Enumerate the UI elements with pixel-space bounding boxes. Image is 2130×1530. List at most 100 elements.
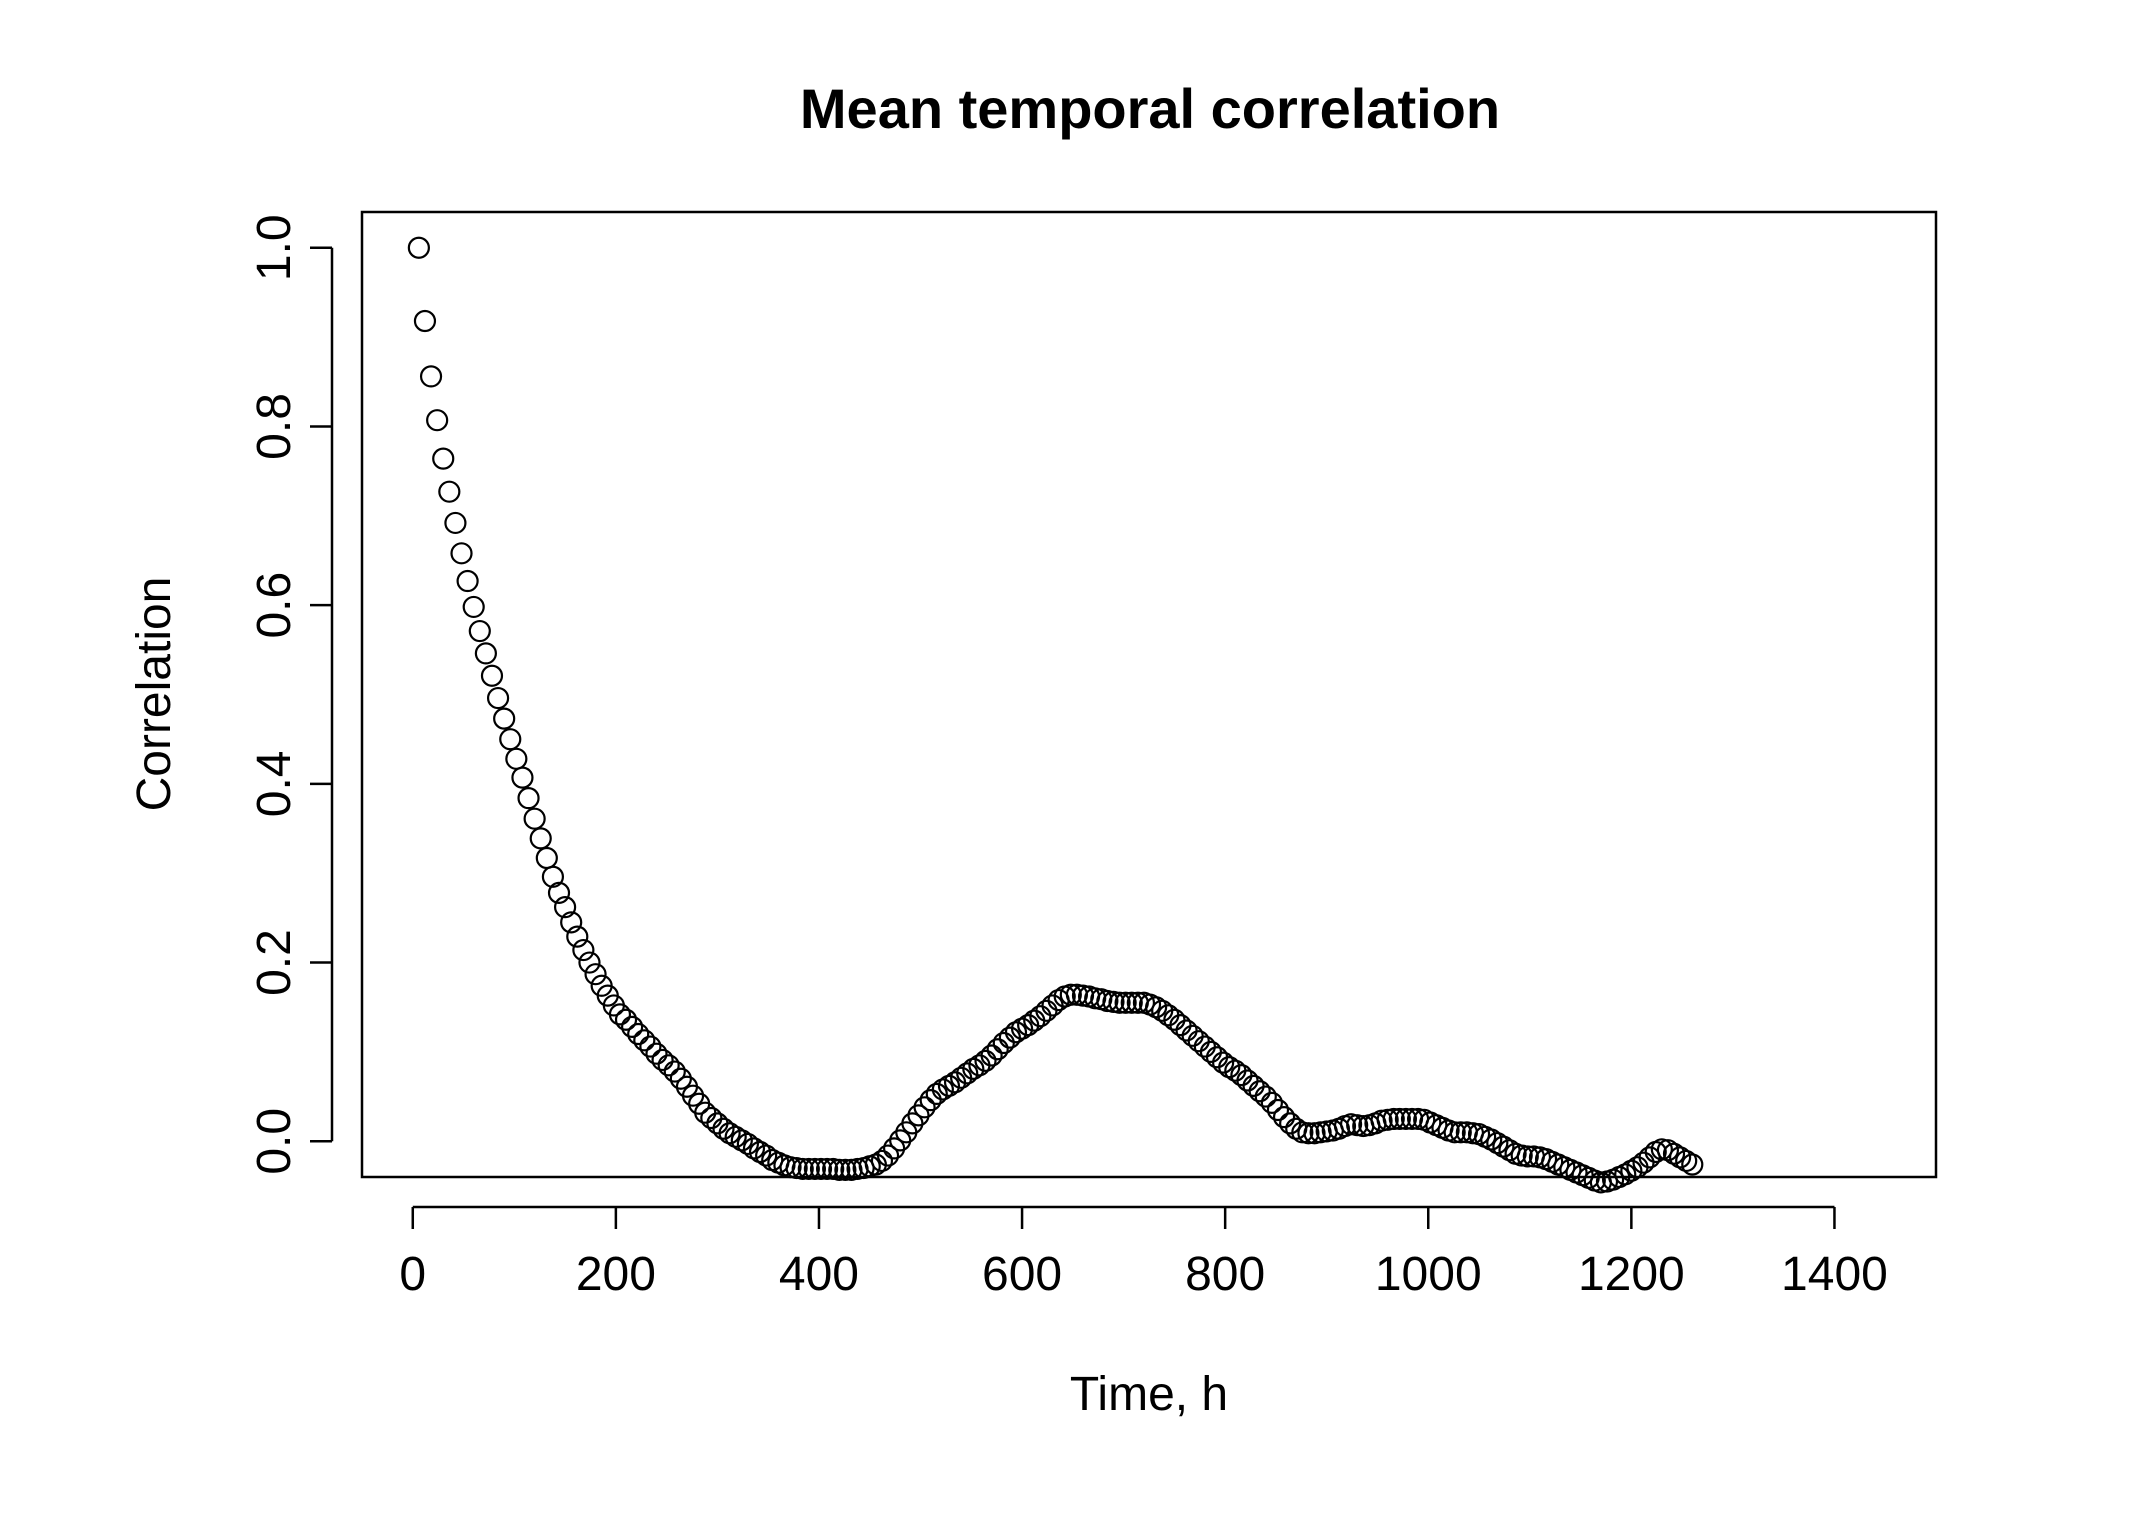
- data-point: [828, 1158, 851, 1181]
- x-tick-label: 1000: [1375, 1248, 1482, 1301]
- data-point: [1614, 1163, 1637, 1186]
- data-point: [1248, 1080, 1271, 1103]
- data-point: [566, 925, 589, 948]
- data-point: [870, 1149, 894, 1173]
- y-tick-label: 1.0: [248, 214, 301, 281]
- data-point: [621, 1015, 644, 1038]
- data-point: [419, 365, 443, 388]
- data-point: [407, 236, 430, 259]
- data-point: [791, 1157, 814, 1181]
- data-point: [700, 1106, 723, 1130]
- data-point: [627, 1022, 650, 1046]
- data-point: [663, 1060, 686, 1083]
- data-point: [1108, 991, 1131, 1014]
- data-point: [986, 1038, 1009, 1061]
- data-point: [1382, 1107, 1405, 1131]
- data-point: [980, 1044, 1003, 1067]
- data-point: [931, 1078, 954, 1101]
- data-point: [1205, 1046, 1229, 1069]
- data-point: [1187, 1030, 1210, 1053]
- data-point: [937, 1074, 961, 1097]
- data-point: [1035, 999, 1058, 1022]
- data-point: [974, 1049, 997, 1072]
- data-point: [1681, 1153, 1704, 1176]
- data-point: [1388, 1107, 1411, 1131]
- data-point: [876, 1144, 900, 1167]
- data-point: [1114, 991, 1137, 1014]
- data-point: [1199, 1040, 1223, 1064]
- data-point: [1254, 1085, 1277, 1108]
- data-point: [614, 1008, 638, 1031]
- data-point: [1626, 1156, 1649, 1179]
- data-point: [809, 1157, 833, 1181]
- data-point: [547, 881, 571, 904]
- data-point: [1266, 1098, 1290, 1122]
- x-tick-label: 600: [982, 1248, 1062, 1301]
- y-axis: 0.0 0.2 0.4 0.6 0.8 1.0: [248, 214, 334, 1175]
- x-tick-label: 1400: [1781, 1248, 1888, 1301]
- data-point: [450, 542, 473, 565]
- data-point: [432, 447, 455, 470]
- data-point: [608, 1003, 632, 1026]
- x-tick-label: 400: [779, 1248, 859, 1301]
- data-point: [1242, 1074, 1265, 1097]
- data-point: [706, 1112, 729, 1135]
- data-points: [407, 236, 1704, 1194]
- data-point: [1218, 1055, 1241, 1079]
- data-point: [1004, 1021, 1028, 1044]
- x-axis: 0 200 400 600 800 1000 1200 1400: [399, 1205, 1888, 1301]
- data-point: [553, 896, 577, 919]
- data-point: [456, 569, 479, 593]
- data-point: [633, 1029, 656, 1052]
- data-point: [1145, 996, 1168, 1019]
- x-tick-label: 0: [399, 1248, 426, 1301]
- data-point: [584, 963, 607, 986]
- data-point: [1212, 1051, 1235, 1074]
- data-point: [1620, 1159, 1643, 1182]
- data-point: [444, 511, 467, 535]
- y-tick-label: 0.8: [248, 393, 301, 460]
- data-point: [1492, 1135, 1515, 1158]
- data-point: [1443, 1121, 1466, 1144]
- data-point: [1236, 1069, 1259, 1092]
- data-point: [718, 1122, 741, 1145]
- x-tick-label: 200: [576, 1248, 656, 1301]
- data-point: [505, 747, 528, 770]
- data-point: [1486, 1131, 1509, 1155]
- data-point: [1193, 1035, 1216, 1058]
- data-point: [712, 1117, 735, 1140]
- data-point: [1662, 1142, 1686, 1165]
- data-point: [639, 1035, 662, 1058]
- data-point: [1480, 1128, 1503, 1151]
- data-point: [724, 1125, 747, 1148]
- data-point: [815, 1157, 839, 1181]
- data-point: [499, 728, 522, 751]
- data-point: [1181, 1024, 1204, 1047]
- data-point: [474, 642, 497, 665]
- data-point: [426, 409, 449, 432]
- data-point: [748, 1140, 772, 1164]
- data-point: [962, 1057, 985, 1080]
- data-point: [1675, 1149, 1698, 1173]
- data-point: [1394, 1107, 1418, 1131]
- plot-frame: [360, 210, 1938, 1179]
- data-point: [1169, 1014, 1192, 1037]
- data-point: [797, 1157, 820, 1181]
- data-point: [572, 938, 595, 962]
- data-point: [1272, 1106, 1296, 1129]
- data-point: [1668, 1146, 1692, 1169]
- data-point: [730, 1129, 753, 1152]
- data-point: [803, 1157, 827, 1181]
- data-point: [1260, 1091, 1283, 1114]
- data-point: [529, 827, 552, 850]
- data-point: [462, 595, 485, 619]
- y-tick-label: 0.4: [248, 750, 301, 817]
- data-point: [645, 1042, 668, 1065]
- data-point: [511, 766, 534, 789]
- data-point: [755, 1144, 778, 1167]
- data-point: [468, 619, 491, 643]
- data-point: [1120, 991, 1143, 1014]
- data-point: [535, 846, 558, 870]
- data-point: [1175, 1019, 1198, 1042]
